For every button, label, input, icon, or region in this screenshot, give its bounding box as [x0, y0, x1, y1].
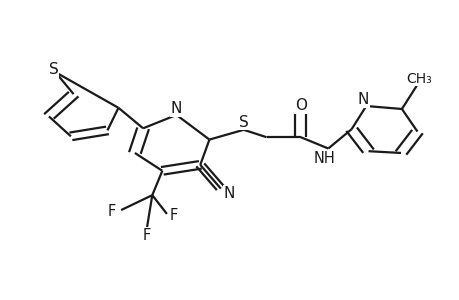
Text: N: N — [357, 92, 369, 107]
Text: O: O — [294, 98, 306, 113]
Text: N: N — [170, 101, 182, 116]
Text: S: S — [49, 62, 58, 77]
Text: N: N — [223, 186, 234, 201]
Text: NH: NH — [313, 151, 335, 166]
Text: F: F — [170, 208, 178, 223]
Text: CH₃: CH₃ — [406, 72, 431, 86]
Text: F: F — [108, 204, 116, 219]
Text: F: F — [142, 228, 151, 243]
Text: S: S — [238, 115, 248, 130]
